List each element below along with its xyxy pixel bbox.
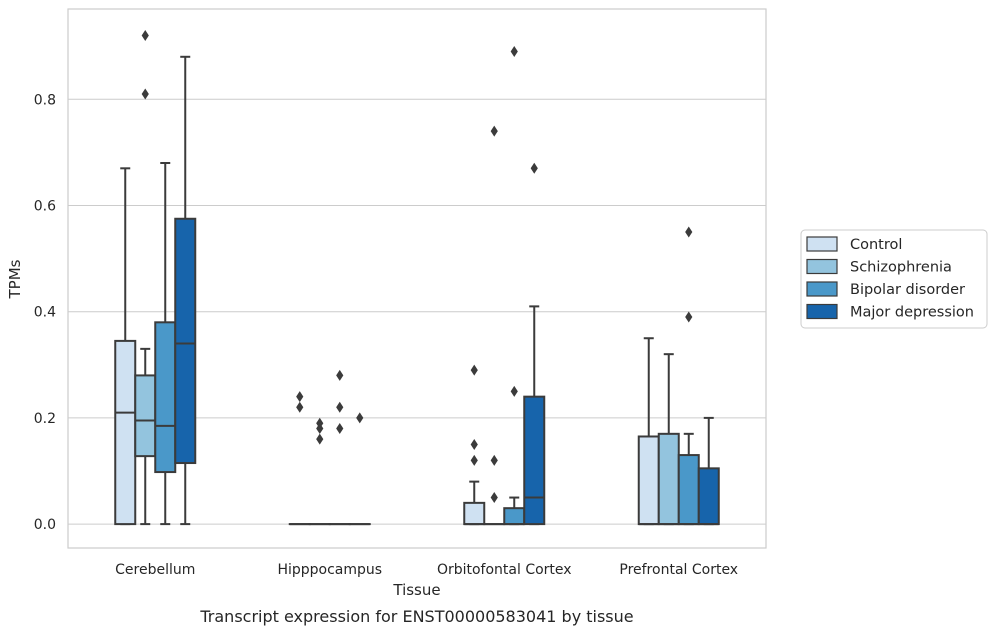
legend-label: Control — [850, 237, 902, 253]
box — [174, 217, 197, 465]
box-plot — [348, 412, 371, 526]
legend: Control Schizophrenia Bipolar disorder Majo… — [800, 229, 988, 329]
outlier-point — [296, 401, 304, 413]
legend-label: Major depression — [850, 305, 974, 321]
outlier-point — [530, 162, 538, 174]
outlier-point — [510, 45, 518, 57]
legend-items: Control Schizophrenia Bipolar disorder Majo… — [806, 236, 974, 321]
box — [637, 435, 660, 526]
outlier-point — [356, 412, 364, 424]
legend-frame — [800, 229, 988, 329]
x-axis-ticks: Cerebellum Hipppocampus Orbitofontal Corte… — [115, 562, 738, 578]
box-plot — [657, 353, 680, 526]
plot-frame — [67, 8, 767, 549]
legend-swatch — [806, 258, 838, 275]
box — [677, 454, 700, 526]
y-axis-ticks: 0.0 0.2 0.4 0.6 0.8 — [34, 92, 56, 533]
x-tick-label: Hipppocampus — [277, 562, 382, 578]
box — [134, 374, 157, 458]
y-axis-title: TPMs — [6, 259, 24, 299]
box-plot — [697, 416, 720, 526]
outlier-point — [490, 492, 498, 504]
legend-item: Schizophrenia — [806, 258, 952, 276]
box-plot — [523, 162, 546, 526]
y-tick-label: 0.0 — [34, 517, 56, 533]
box-plot — [328, 369, 351, 526]
legend-swatch — [806, 236, 838, 252]
box — [657, 432, 680, 526]
box-plot — [637, 337, 660, 526]
box — [523, 395, 546, 526]
x-tick-label: Orbitofontal Cortex — [437, 562, 572, 578]
box — [154, 321, 177, 474]
outlier-point — [336, 369, 344, 381]
y-tick-label: 0.4 — [34, 305, 56, 321]
y-tick-label: 0.8 — [34, 92, 56, 108]
outlier-point — [685, 311, 693, 323]
outlier-point — [316, 433, 324, 445]
legend-item: Control — [806, 236, 902, 253]
outlier-point — [685, 226, 693, 238]
legend-swatch — [806, 281, 838, 297]
outlier-point — [470, 364, 478, 376]
legend-swatch — [806, 303, 838, 320]
box — [114, 339, 137, 526]
outlier-point — [490, 125, 498, 137]
outlier-point — [316, 417, 324, 429]
box-plot — [308, 417, 331, 526]
outlier-point — [141, 88, 149, 100]
x-tick-label: Cerebellum — [115, 562, 195, 578]
box — [697, 467, 720, 526]
box-plot — [288, 391, 311, 526]
outlier-point — [470, 438, 478, 450]
outlier-point — [510, 385, 518, 397]
outlier-point — [141, 30, 149, 42]
legend-label: Schizophrenia — [850, 260, 952, 276]
outlier-point — [490, 454, 498, 466]
box-plot — [483, 125, 506, 526]
x-tick-label: Prefrontal Cortex — [619, 562, 738, 578]
chart-caption: Transcript expression for ENST0000058304… — [199, 607, 633, 626]
box-plot — [677, 226, 700, 526]
outlier-point — [470, 454, 478, 466]
box-plot — [154, 162, 177, 526]
box — [503, 507, 526, 526]
outlier-point — [336, 401, 344, 413]
x-axis-title: Tissue — [392, 581, 440, 599]
box-plot — [114, 167, 137, 526]
box-plot — [134, 30, 157, 526]
y-tick-label: 0.2 — [34, 411, 56, 427]
legend-item: Major depression — [806, 303, 974, 321]
box-plot — [463, 364, 486, 526]
box-plot — [503, 45, 526, 526]
box — [463, 501, 486, 526]
outlier-point — [296, 391, 304, 403]
legend-item: Bipolar disorder — [806, 281, 965, 298]
legend-label: Bipolar disorder — [850, 282, 965, 298]
y-tick-label: 0.6 — [34, 198, 56, 214]
box-plots — [114, 30, 720, 526]
box-plot — [174, 55, 197, 526]
outlier-point — [336, 423, 344, 435]
